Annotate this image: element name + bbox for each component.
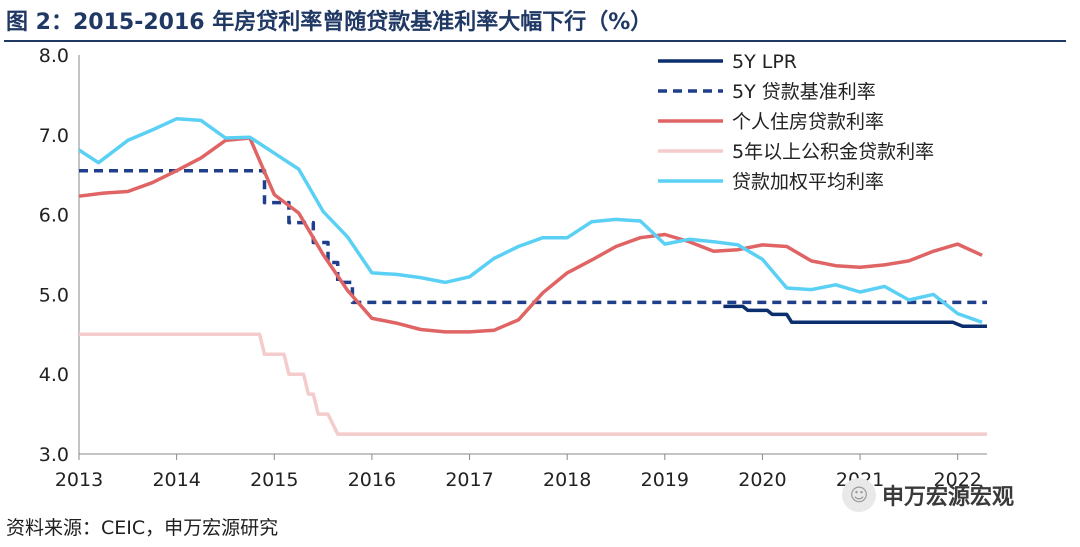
page-title: 图 2：2015-2016 年房贷利率曾随贷款基准利率大幅下行（%） <box>6 10 653 35</box>
series-line-2 <box>78 136 983 334</box>
series-line-4 <box>78 117 983 324</box>
legend-label: 5Y LPR <box>732 51 797 73</box>
y-tick-label: 5.0 <box>39 284 69 306</box>
legend-label: 5年以上公积金贷款利率 <box>732 141 934 163</box>
x-tick-label: 2015 <box>250 469 298 491</box>
x-tick-label: 2017 <box>445 469 493 491</box>
legend-label: 贷款加权平均利率 <box>732 171 884 193</box>
source-note: 资料来源：CEIC，申万宏源研究 <box>6 517 279 539</box>
x-tick-label: 2016 <box>348 469 396 491</box>
x-tick-label: 2019 <box>641 469 689 491</box>
legend-label: 5Y 贷款基准利率 <box>732 81 876 103</box>
x-tick-label: 2014 <box>152 469 200 491</box>
y-tick-label: 7.0 <box>39 125 69 147</box>
watermark: ☺ 申万宏源宏观 <box>842 478 1014 512</box>
x-tick-label: 2020 <box>738 469 786 491</box>
legend-label: 个人住房贷款利率 <box>732 111 884 133</box>
x-tick-label: 2018 <box>543 469 591 491</box>
y-tick-label: 3.0 <box>39 444 69 466</box>
watermark-text: 申万宏源宏观 <box>882 485 1015 510</box>
series-line-3 <box>79 332 987 436</box>
x-tick-label: 2022 <box>934 469 982 491</box>
y-tick-label: 8.0 <box>39 45 69 67</box>
y-tick-label: 6.0 <box>39 205 69 227</box>
title-underline <box>4 40 1066 42</box>
y-tick-label: 4.0 <box>39 364 69 386</box>
series-line-0 <box>723 304 987 329</box>
series-line-1 <box>79 168 987 305</box>
chart-series <box>78 117 987 436</box>
wechat-icon: ☺ <box>842 478 876 512</box>
x-tick-label: 2013 <box>55 469 103 491</box>
